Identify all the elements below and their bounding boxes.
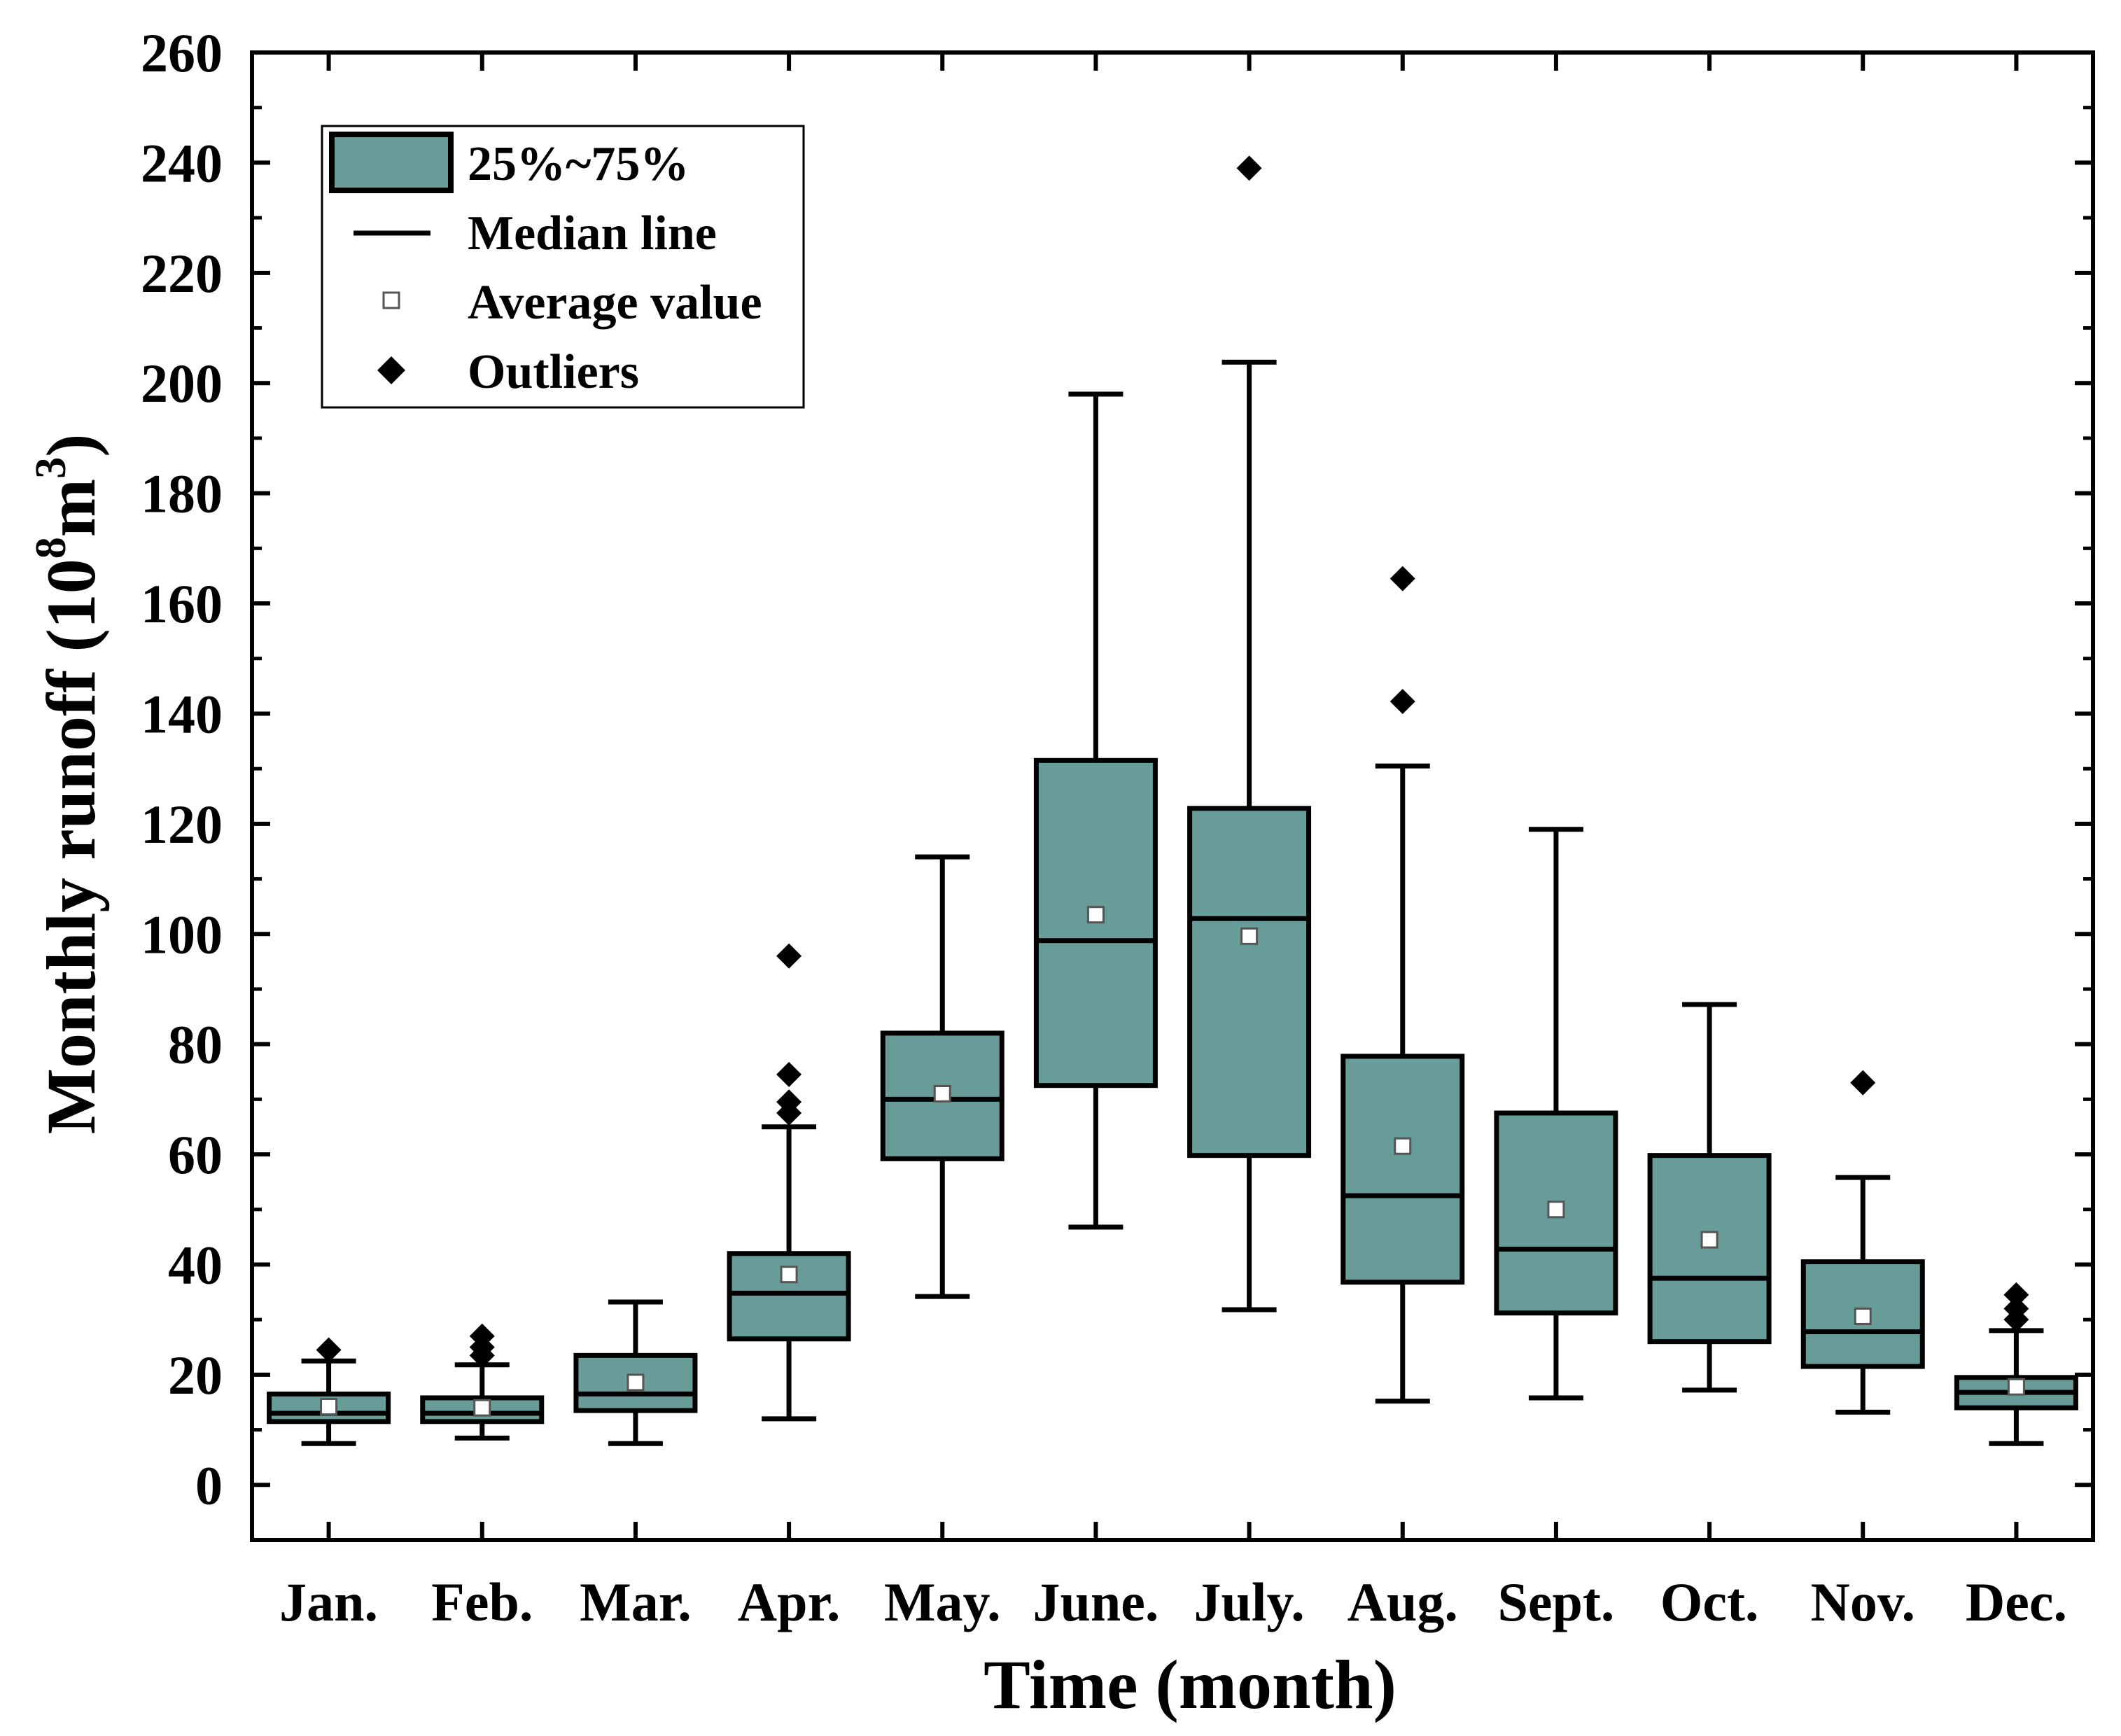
y-axis-title-mid: m — [32, 479, 110, 537]
y-tick-label: 40 — [168, 1234, 223, 1295]
iqr-box — [1647, 1153, 1772, 1345]
iqr-box — [1187, 806, 1312, 1158]
y-tick-label: 240 — [141, 132, 223, 193]
x-tick-label: June. — [1032, 1572, 1158, 1632]
mean-marker — [626, 1373, 645, 1392]
y-tick-label: 220 — [141, 243, 223, 304]
y-tick-label: 100 — [141, 904, 223, 965]
plot-area — [267, 155, 2078, 1446]
mean-marker — [1086, 906, 1105, 924]
box-7 — [1187, 155, 1312, 1312]
outlier-point — [1390, 566, 1415, 592]
legend-label-mean: Average value — [468, 276, 762, 330]
mean-marker — [1394, 1137, 1412, 1155]
box-3 — [573, 1299, 698, 1446]
y-axis-title-end: ) — [32, 434, 110, 457]
axes: 0 20 40 60 80 100 120 140 160 180 200 220 240 260 Jan.… — [141, 22, 2095, 1632]
box-12 — [1954, 1282, 2078, 1446]
outlier-point — [1850, 1070, 1876, 1096]
outlier-point — [1390, 689, 1415, 715]
mean-marker — [1700, 1231, 1718, 1249]
box-10 — [1647, 1002, 1772, 1393]
legend-label-outliers: Outliers — [468, 345, 639, 399]
box-2 — [420, 1323, 545, 1441]
x-axis-title: Time (month) — [983, 1646, 1396, 1723]
mean-marker — [933, 1085, 951, 1102]
outlier-point — [469, 1323, 495, 1349]
iqr-box — [1340, 1054, 1465, 1285]
x-tick-label: Feb. — [431, 1572, 533, 1632]
mean-marker — [473, 1399, 491, 1417]
y-tick-label: 80 — [168, 1014, 223, 1075]
legend: 25%~75% Median line Average value Outlie… — [321, 125, 805, 409]
x-tick-label: July. — [1194, 1572, 1304, 1632]
y-axis-title-sup2: 3 — [27, 457, 75, 479]
outlier-point — [776, 1089, 802, 1115]
y-axis-title: Monthly runoff (108m3) — [27, 434, 110, 1135]
x-tick-label: Aug. — [1348, 1572, 1458, 1632]
x-tick-label: May. — [884, 1572, 1001, 1632]
outlier-point — [316, 1337, 342, 1363]
y-axis-title-main: Monthly runoff (10 — [32, 559, 110, 1134]
mean-marker — [1547, 1200, 1565, 1219]
y-tick-label: 0 — [195, 1455, 223, 1516]
box-8 — [1340, 566, 1465, 1404]
y-tick-label: 20 — [168, 1345, 223, 1406]
y-tick-label: 200 — [141, 353, 223, 414]
y-tick-label: 260 — [141, 22, 223, 83]
y-tick-label: 120 — [141, 794, 223, 855]
box-4 — [727, 943, 851, 1422]
legend-label-box: 25%~75% — [468, 137, 689, 191]
outlier-point — [2003, 1282, 2029, 1308]
box-11 — [1800, 1070, 1925, 1415]
x-tick-label: Dec. — [1966, 1572, 2067, 1632]
y-tick-label: 60 — [168, 1124, 223, 1185]
mean-marker — [780, 1266, 798, 1284]
y-axis-title-sup1: 8 — [27, 537, 75, 559]
y-tick-label: 180 — [141, 463, 223, 524]
y-tick-label: 140 — [141, 683, 223, 744]
mean-marker — [1240, 927, 1259, 945]
plot-frame — [250, 50, 2095, 1542]
mean-marker — [320, 1398, 338, 1416]
x-tick-label: Apr. — [738, 1572, 841, 1632]
x-tick-label: Mar. — [580, 1572, 692, 1632]
mean-marker — [2007, 1378, 2025, 1396]
outlier-point — [1236, 155, 1262, 181]
x-tick-label: Oct. — [1660, 1572, 1759, 1632]
outlier-point — [776, 943, 802, 969]
outlier-point — [776, 1061, 802, 1087]
box-1 — [267, 1337, 391, 1446]
legend-label-median: Median line — [468, 206, 717, 260]
x-tick-label: Sept. — [1497, 1572, 1614, 1632]
legend-outlier-swatch — [377, 356, 405, 384]
box-6 — [1033, 391, 1158, 1230]
box-5 — [880, 854, 1004, 1299]
y-tick-label: 160 — [141, 573, 223, 634]
legend-box-swatch — [329, 132, 454, 193]
x-tick-label: Jan. — [279, 1572, 378, 1632]
x-tick-label: Nov. — [1810, 1572, 1915, 1632]
iqr-box — [727, 1251, 851, 1342]
outlier-point — [2003, 1296, 2029, 1322]
box-9 — [1494, 827, 1618, 1401]
legend-mean-swatch — [382, 291, 400, 309]
mean-marker — [1854, 1307, 1872, 1325]
